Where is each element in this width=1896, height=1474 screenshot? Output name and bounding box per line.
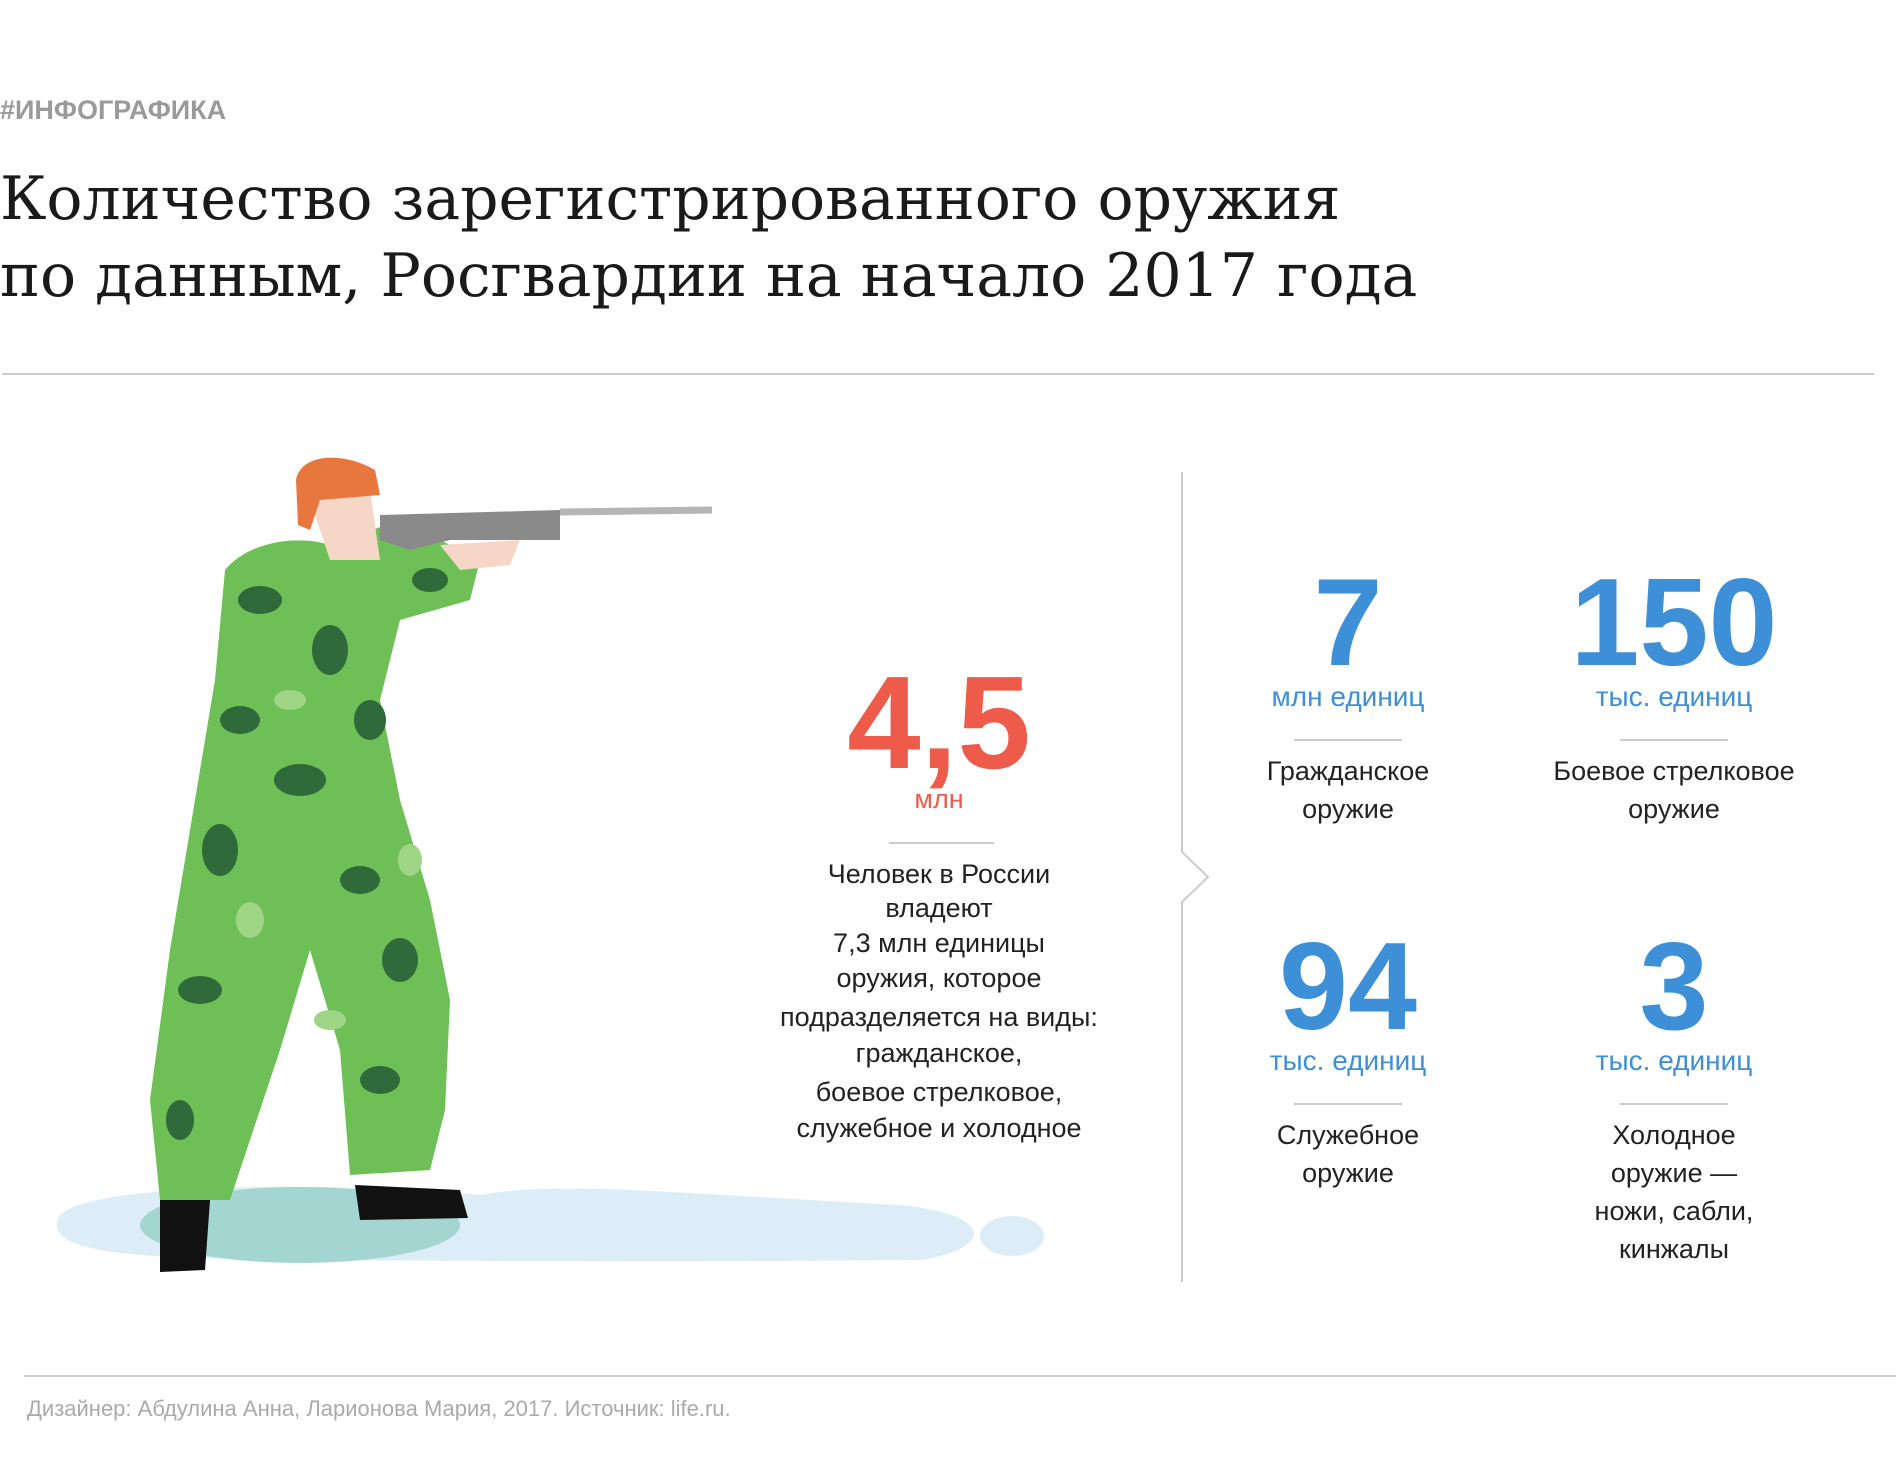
stat-label: оружие — [1628, 794, 1720, 824]
stat-label: ножи, сабли, — [1595, 1196, 1754, 1226]
main-number: 4,5 — [847, 649, 1031, 796]
stat-label: Холодное — [1612, 1120, 1735, 1150]
stat-label: оружие — [1302, 1158, 1394, 1188]
description-line: подразделяется на виды: — [780, 1002, 1098, 1032]
stat-label: Боевое стрелковое — [1553, 756, 1794, 786]
stat-unit: тыс. единиц — [1596, 681, 1753, 712]
stat-number: 3 — [1640, 918, 1709, 1056]
stat-label: Служебное — [1277, 1120, 1419, 1150]
stat-unit: млн единиц — [1272, 681, 1425, 712]
soldier-illustration — [56, 457, 1044, 1272]
title-line: Количество зарегистрированного оружия — [0, 164, 1340, 234]
description-line: служебное и холодное — [796, 1113, 1081, 1143]
description-line: гражданское, — [856, 1038, 1023, 1068]
stat-number: 94 — [1279, 918, 1417, 1056]
title-line: по данным, Росгвардии на начало 2017 год… — [0, 241, 1417, 311]
description: Человек в России владеют 7,3 млн единицы ор… — [780, 859, 1098, 1143]
description-line: оружия, которое — [837, 963, 1042, 993]
stat-unit: тыс. единиц — [1270, 1045, 1427, 1076]
main-unit: млн — [914, 784, 963, 814]
footer: Дизайнер: Абдулина Анна, Ларионова Мария… — [27, 1396, 731, 1421]
stat-unit: тыс. единиц — [1596, 1045, 1753, 1076]
description-line: Человек в России — [828, 859, 1050, 889]
vertical-divider — [1181, 472, 1210, 1282]
stat-label: Гражданское — [1267, 756, 1430, 786]
stat-number: 150 — [1571, 554, 1778, 692]
stat-label: оружие — — [1611, 1158, 1737, 1188]
stat-label: оружие — [1302, 794, 1394, 824]
stat-number: 7 — [1314, 554, 1383, 692]
description-line: владеют — [885, 893, 992, 923]
description-line: 7,3 млн единицы — [833, 928, 1045, 958]
stat-label: кинжалы — [1619, 1234, 1729, 1264]
tag: #ИНФОГРАФИКА — [0, 95, 226, 125]
description-line: боевое стрелковое, — [816, 1077, 1063, 1107]
